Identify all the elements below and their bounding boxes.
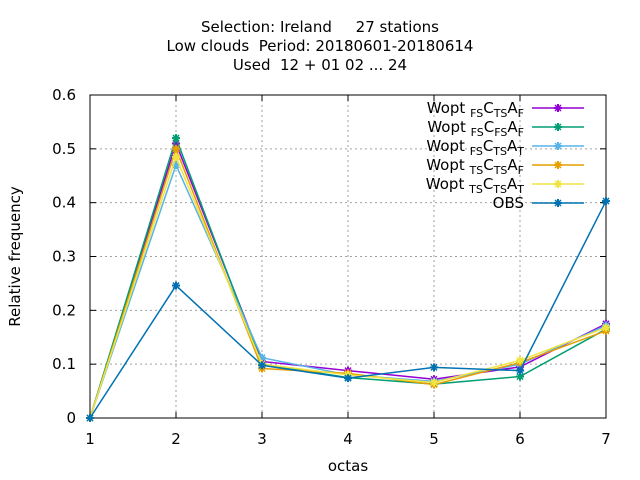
y-tick-label: 0.4 xyxy=(52,194,76,212)
legend-label-part: TS xyxy=(469,164,484,177)
legend-label: Wopt TSCTSAF xyxy=(426,156,524,177)
legend-label-part: TS xyxy=(492,183,507,196)
x-tick-label: 7 xyxy=(601,430,611,448)
data-point xyxy=(430,378,438,387)
chart-title-line-3: Used 12 + 01 02 ... 24 xyxy=(232,56,408,74)
legend-item: Wopt TSCTSAF xyxy=(426,156,584,177)
legend-label-part: TS xyxy=(468,183,483,196)
x-tick-label: 1 xyxy=(85,430,95,448)
legend-label-part: T xyxy=(516,145,524,158)
legend-label-part: C xyxy=(483,99,493,117)
legend-marker xyxy=(554,104,562,112)
legend-marker xyxy=(554,123,562,131)
legend-label: Wopt FSCTSAF xyxy=(427,99,524,120)
legend-item: OBS xyxy=(493,194,584,212)
legend-item: Wopt FSCFSAF xyxy=(427,118,584,139)
legend-item: Wopt FSCTSAF xyxy=(427,99,584,120)
legend-label-part: C xyxy=(483,137,493,155)
x-tick-label: 3 xyxy=(257,430,267,448)
legend-label-part: C xyxy=(483,156,493,174)
legend-label: OBS xyxy=(493,194,524,212)
legend-label-part: Wopt xyxy=(427,118,470,136)
x-tick-label: 5 xyxy=(429,430,439,448)
legend-label: Wopt TSCTSAT xyxy=(426,175,524,196)
legend-label-part: F xyxy=(518,107,524,120)
y-tick-label: 0.2 xyxy=(52,301,76,319)
legend-label-part: A xyxy=(507,137,518,155)
legend-label-part: FS xyxy=(470,107,483,120)
legend-label-part: FS xyxy=(494,126,507,139)
data-point xyxy=(516,356,524,365)
data-point xyxy=(172,152,180,161)
data-point xyxy=(172,281,180,290)
data-point xyxy=(344,374,352,383)
legend-label-part: FS xyxy=(471,126,484,139)
x-tick-label: 4 xyxy=(343,430,353,448)
legend-label-part: A xyxy=(507,156,518,174)
legend-label-part: Wopt xyxy=(427,99,470,117)
legend-label-part: TS xyxy=(493,107,508,120)
legend-label-part: Wopt xyxy=(426,137,469,155)
data-point xyxy=(430,363,438,372)
y-axis-label: Relative frequency xyxy=(6,186,24,327)
grid-lines xyxy=(90,95,606,418)
legend-label-part: FS xyxy=(470,145,483,158)
legend-label-part: Wopt xyxy=(426,175,469,193)
data-point xyxy=(258,361,266,370)
legend-label-part: Wopt xyxy=(426,156,469,174)
legend-marker xyxy=(554,199,562,207)
legend-label: Wopt FSCTSAT xyxy=(426,137,524,158)
legend-label-part: TS xyxy=(493,164,508,177)
legend-marker xyxy=(554,180,562,188)
legend-label-part: C xyxy=(483,175,493,193)
axis-ticks: 0 0.1 0.2 0.3 0.4 0.5 0.6 1 2 3 4 5 6 7 xyxy=(52,86,611,448)
legend-label-part: C xyxy=(484,118,494,136)
chart-title-line-2: Low clouds Period: 20180601-20180614 xyxy=(166,37,474,55)
legend-item: Wopt FSCTSAT xyxy=(426,137,584,158)
legend-label-part: T xyxy=(516,183,524,196)
chart-title-line-1: Selection: Ireland 27 stations xyxy=(201,18,439,36)
legend-label: Wopt FSCFSAF xyxy=(427,118,524,139)
legend-item: Wopt TSCTSAT xyxy=(426,175,584,196)
x-tick-label: 6 xyxy=(515,430,525,448)
y-tick-label: 0 xyxy=(66,409,76,427)
legend-label-part: F xyxy=(518,164,524,177)
data-point xyxy=(602,323,610,332)
series-6 xyxy=(86,197,610,422)
legend-label-part: TS xyxy=(492,145,507,158)
y-tick-label: 0.3 xyxy=(52,248,76,266)
x-axis-label: octas xyxy=(328,457,368,475)
legend-label-part: A xyxy=(507,99,518,117)
y-tick-label: 0.1 xyxy=(52,355,76,373)
series-lines xyxy=(86,134,610,422)
y-tick-label: 0.6 xyxy=(52,86,76,104)
data-point xyxy=(172,144,180,153)
data-point xyxy=(172,134,180,143)
legend-label-part: A xyxy=(507,118,518,136)
legend-marker xyxy=(554,161,562,169)
legend-label-part: F xyxy=(518,126,524,139)
legend-label-part: OBS xyxy=(493,194,524,212)
data-point xyxy=(86,414,94,422)
x-tick-label: 2 xyxy=(171,430,181,448)
legend-label-part: A xyxy=(507,175,518,193)
legend-marker xyxy=(554,142,562,150)
data-point xyxy=(516,366,524,375)
data-point xyxy=(602,197,610,206)
y-tick-label: 0.5 xyxy=(52,140,76,158)
